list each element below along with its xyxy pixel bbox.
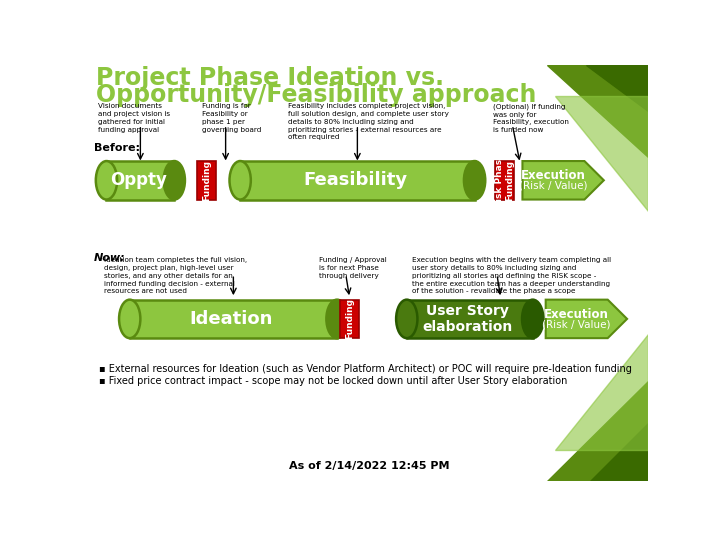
Text: User Story
elaboration: User Story elaboration [423,304,513,334]
Ellipse shape [464,161,485,200]
Text: (Risk / Value): (Risk / Value) [542,319,611,329]
Text: ▪ External resources for Ideation (such as Vendor Platform Architect) or POC wil: ▪ External resources for Ideation (such … [99,363,632,374]
Text: Risk Phase
Funding: Risk Phase Funding [495,153,514,208]
Text: Funding: Funding [202,160,211,201]
Bar [197,161,216,200]
Text: ▪ Fixed price contract impact - scope may not be locked down until after User St: ▪ Fixed price contract impact - scope ma… [99,376,567,386]
Polygon shape [523,161,604,200]
Polygon shape [590,423,648,481]
Text: Before:: Before: [94,143,140,153]
Polygon shape [547,381,648,481]
Text: Oppty: Oppty [110,171,167,190]
Text: Ideation: Ideation [189,310,273,328]
Text: Opportunity/Feasibility approach: Opportunity/Feasibility approach [96,83,536,107]
Ellipse shape [96,161,117,200]
Bar [495,161,514,200]
Bar [130,300,337,338]
Polygon shape [555,96,648,211]
Ellipse shape [230,161,251,200]
Text: Feasibility: Feasibility [303,171,408,190]
Text: (Risk / Value): (Risk / Value) [519,181,588,191]
Bar [240,161,474,200]
Text: Execution: Execution [521,169,586,182]
Bar [407,300,533,338]
Text: (Optional) If funding
was only for
Feasibility, execution
is funded now: (Optional) If funding was only for Feasi… [493,103,569,133]
Text: Now:: Now: [94,253,125,264]
Text: Funding is for
Feasibility or
phase 1 per
governing board: Funding is for Feasibility or phase 1 pe… [202,103,262,132]
Ellipse shape [396,300,418,338]
Ellipse shape [119,300,140,338]
Ellipse shape [163,161,185,200]
Ellipse shape [522,300,544,338]
Text: As of 2/14/2022 12:45 PM: As of 2/14/2022 12:45 PM [289,461,449,471]
Polygon shape [547,65,648,157]
Text: Vision documents
and project vision is
gathered for initial
funding approval: Vision documents and project vision is g… [98,103,170,132]
Text: Funding: Funding [345,299,354,340]
Text: Funding / Approval
is for next Phase
through delivery: Funding / Approval is for next Phase thr… [319,257,387,279]
Polygon shape [555,334,648,450]
Ellipse shape [326,300,348,338]
Text: Feasibility includes complete project vision,
full solution design, and complete: Feasibility includes complete project vi… [287,103,449,140]
Text: Execution begins with the delivery team completing all
user story details to 80%: Execution begins with the delivery team … [412,257,611,294]
Bar [340,300,359,338]
Text: Ideation team completes the full vision,
design, project plan, high-level user
s: Ideation team completes the full vision,… [104,257,247,294]
Polygon shape [586,65,648,111]
Text: Execution: Execution [544,308,609,321]
Text: Project Phase Ideation vs.: Project Phase Ideation vs. [96,66,444,90]
Bar [107,161,174,200]
Polygon shape [546,300,627,338]
